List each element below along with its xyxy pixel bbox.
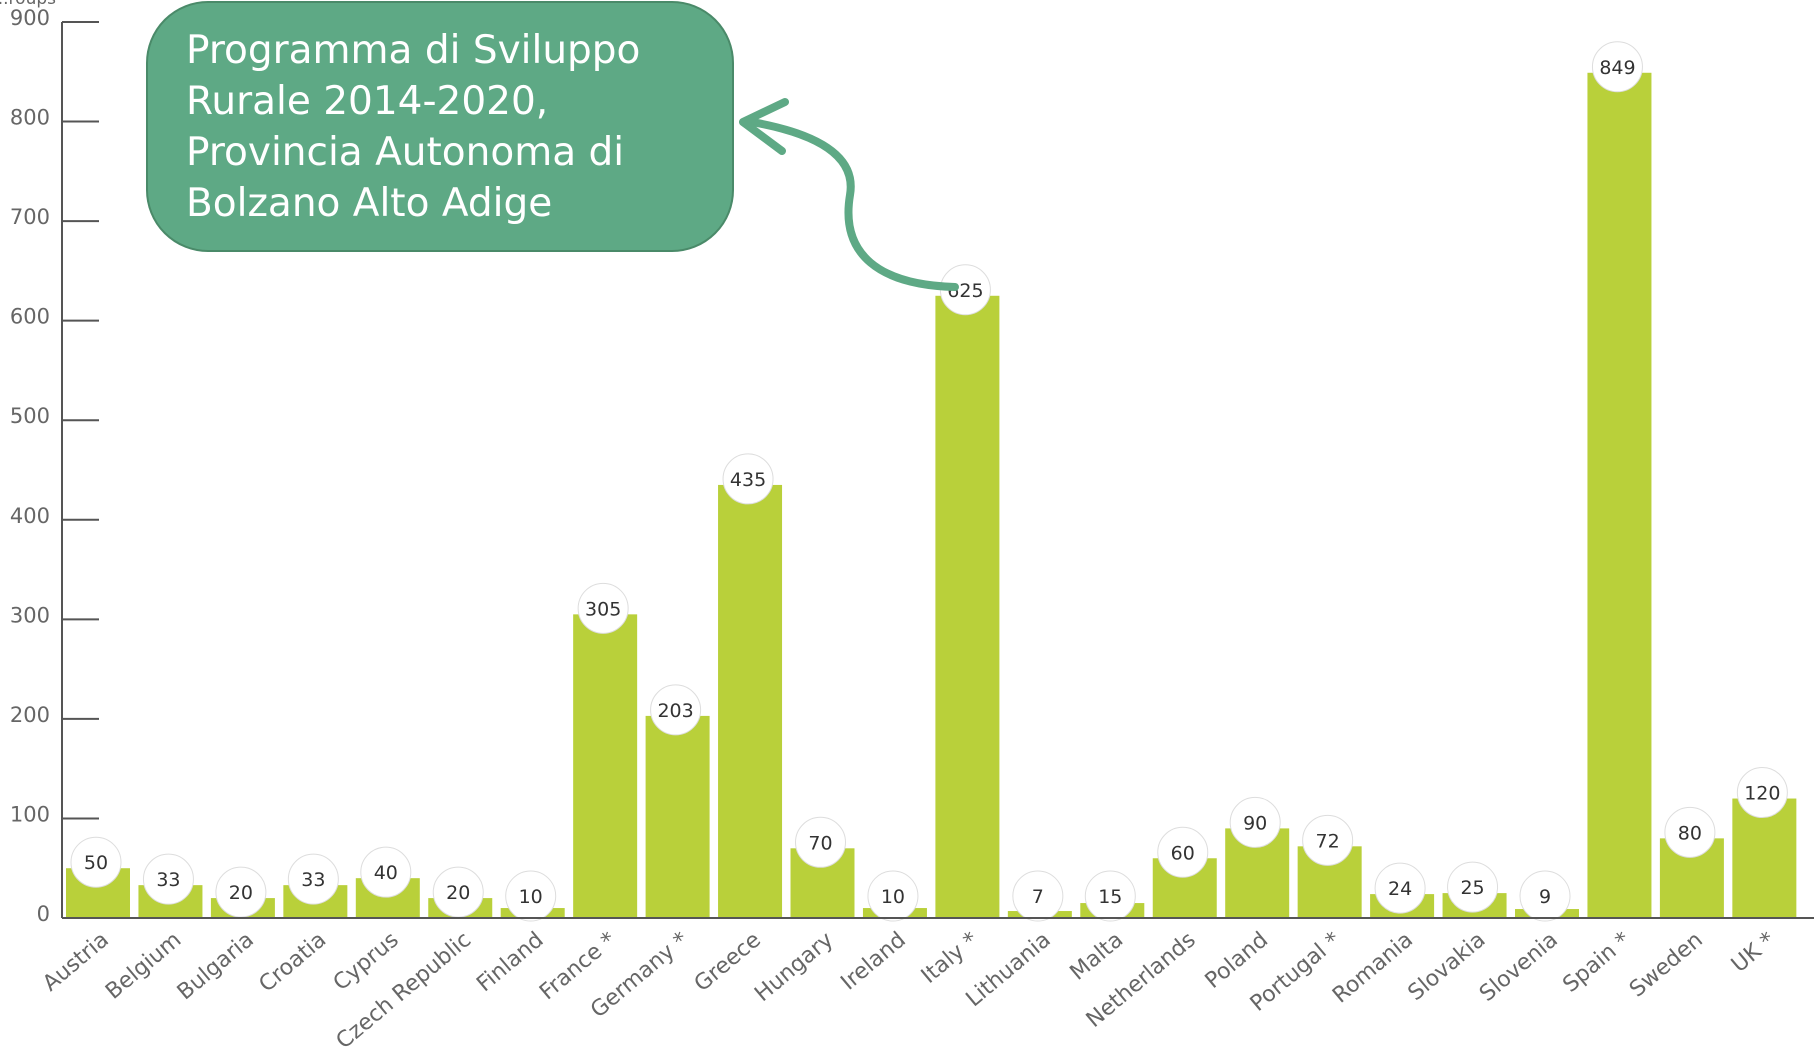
value-label-uk: 120 bbox=[1744, 783, 1780, 805]
x-tick-label-spain: Spain * bbox=[1558, 927, 1635, 997]
x-tick-label-bulgaria: Bulgaria bbox=[173, 927, 259, 1005]
value-label-czech-republic: 20 bbox=[446, 882, 470, 904]
bars-group bbox=[66, 72, 1797, 919]
value-label-bulgaria: 20 bbox=[229, 882, 253, 904]
bar-italy bbox=[935, 295, 1000, 918]
value-bubble-spain bbox=[1591, 41, 1643, 93]
value-bubble-finland bbox=[505, 870, 557, 922]
value-bubble-uk bbox=[1736, 767, 1788, 819]
value-label-netherlands: 60 bbox=[1171, 842, 1195, 864]
value-bubble-poland bbox=[1229, 796, 1281, 848]
value-bubble-slovakia bbox=[1447, 861, 1499, 913]
value-label-romania: 24 bbox=[1388, 878, 1412, 900]
value-label-hungary: 70 bbox=[808, 832, 832, 854]
value-label-italy: 625 bbox=[947, 280, 983, 302]
value-label-france: 305 bbox=[585, 598, 621, 620]
value-label-portugal: 72 bbox=[1316, 830, 1340, 852]
bar-greece bbox=[718, 484, 783, 918]
y-tick-label-0: 0 bbox=[37, 902, 50, 926]
value-bubble-france bbox=[577, 582, 629, 634]
value-bubble-greece bbox=[722, 453, 774, 505]
value-bubble-portugal bbox=[1302, 814, 1354, 866]
x-tick-label-ireland: Ireland bbox=[836, 927, 910, 995]
annotation-callout: Programma di Sviluppo Rurale 2014-2020, … bbox=[146, 1, 734, 252]
y-tick-label-400: 400 bbox=[10, 504, 50, 528]
value-bubble-hungary bbox=[795, 816, 846, 868]
bar-france bbox=[573, 614, 638, 918]
value-bubble-cyprus bbox=[360, 846, 412, 898]
value-label-sweden: 80 bbox=[1678, 822, 1702, 844]
x-tick-label-uk: UK * bbox=[1727, 927, 1780, 977]
value-label-finland: 10 bbox=[519, 886, 543, 908]
y-tick-label-500: 500 bbox=[10, 404, 50, 428]
value-label-greece: 435 bbox=[730, 469, 766, 491]
value-bubble-austria bbox=[70, 836, 122, 888]
x-tick-label-malta: Malta bbox=[1066, 927, 1129, 985]
value-label-spain: 849 bbox=[1599, 57, 1635, 79]
value-label-malta: 15 bbox=[1098, 886, 1122, 908]
x-tick-label-slovenia: Slovenia bbox=[1475, 927, 1563, 1006]
value-label-croatia: 33 bbox=[301, 869, 325, 891]
value-bubble-germany bbox=[650, 684, 702, 736]
y-tick-label-900: 900 bbox=[10, 6, 50, 30]
x-tick-label-hungary: Hungary bbox=[750, 927, 838, 1007]
y-tick-label-700: 700 bbox=[10, 205, 50, 229]
y-tick-label-600: 600 bbox=[10, 305, 50, 329]
y-tick-label-100: 100 bbox=[10, 802, 50, 826]
y-tick-label-800: 800 bbox=[10, 106, 50, 130]
bar-spain bbox=[1587, 72, 1652, 919]
value-bubble-lithuania bbox=[1012, 870, 1064, 922]
y-tick-label-300: 300 bbox=[10, 603, 50, 627]
y-axis-title: ...roups bbox=[0, 0, 56, 9]
x-tick-label-belgium: Belgium bbox=[101, 927, 186, 1004]
value-label-belgium: 33 bbox=[156, 869, 180, 891]
bar-uk bbox=[1732, 798, 1797, 918]
annotation-text: Programma di Sviluppo Rurale 2014-2020, … bbox=[186, 28, 641, 226]
value-label-slovenia: 9 bbox=[1539, 886, 1551, 908]
value-bubble-croatia bbox=[287, 853, 339, 905]
value-bubble-belgium bbox=[142, 853, 194, 905]
value-labels-group: 50 33 20 33 40 20 10 305 203 435 70 10 625 7 15 60 90 72 2… bbox=[70, 41, 1788, 922]
value-bubble-slovenia bbox=[1519, 870, 1571, 922]
x-tick-label-sweden: Sweden bbox=[1625, 927, 1708, 1002]
value-label-austria: 50 bbox=[84, 852, 108, 874]
x-axis: AustriaBelgiumBulgariaCroatiaCyprusCzech… bbox=[38, 917, 1814, 1050]
value-bubble-sweden bbox=[1664, 806, 1716, 858]
y-axis: 0 100 200 300 400 500 600 700 800 900 bbox=[10, 6, 99, 926]
value-label-slovakia: 25 bbox=[1460, 877, 1484, 899]
x-tick-label-slovakia: Slovakia bbox=[1404, 927, 1491, 1006]
x-tick-label-croatia: Croatia bbox=[255, 927, 332, 997]
value-bubble-ireland bbox=[867, 870, 919, 922]
value-bubble-romania bbox=[1374, 862, 1426, 914]
y-tick-label-200: 200 bbox=[10, 703, 50, 727]
x-tick-label-romania: Romania bbox=[1328, 927, 1418, 1008]
x-tick-label-italy: Italy * bbox=[917, 927, 983, 988]
value-bubble-malta bbox=[1084, 870, 1136, 922]
value-label-germany: 203 bbox=[657, 700, 693, 722]
value-label-cyprus: 40 bbox=[374, 862, 398, 884]
value-label-lithuania: 7 bbox=[1032, 886, 1044, 908]
bar-germany bbox=[645, 715, 710, 918]
value-label-ireland: 10 bbox=[881, 886, 905, 908]
value-bubble-netherlands bbox=[1157, 826, 1209, 878]
value-label-poland: 90 bbox=[1243, 812, 1267, 834]
